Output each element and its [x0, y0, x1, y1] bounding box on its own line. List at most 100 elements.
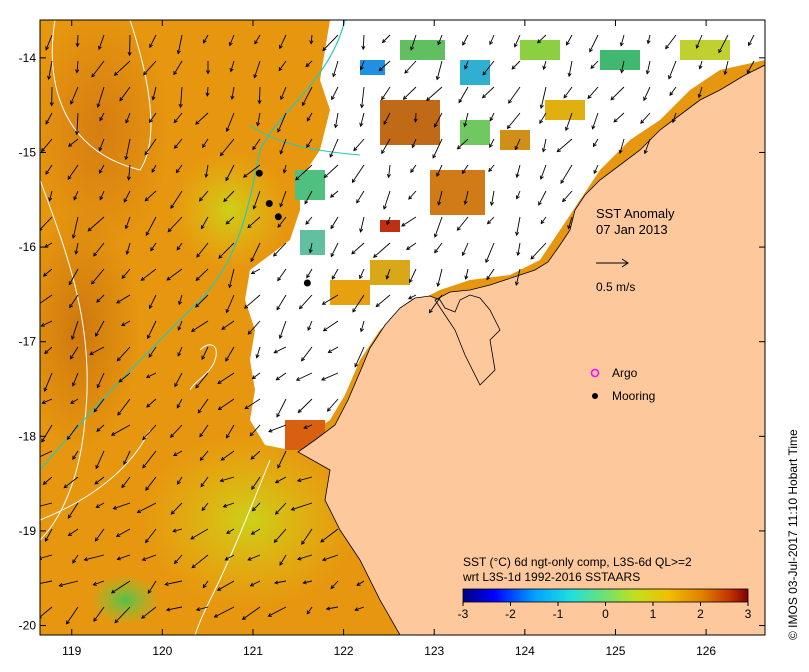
- current-vector: [563, 86, 573, 99]
- current-vector: [59, 580, 79, 587]
- current-vector: [322, 34, 339, 51]
- current-vector-head: [279, 203, 284, 208]
- current-vector: [457, 138, 469, 150]
- current-vector: [530, 242, 547, 260]
- current-vector: [43, 476, 53, 485]
- current-vector: [70, 398, 79, 404]
- current-vector-head: [41, 400, 46, 404]
- current-vector-head: [223, 197, 228, 203]
- current-vector-head: [401, 222, 406, 227]
- current-vector: [142, 424, 157, 440]
- current-vector-head: [351, 250, 356, 255]
- current-vector: [665, 34, 677, 49]
- current-vector-head: [307, 326, 312, 331]
- current-vector-head: [304, 200, 309, 205]
- current-vector-head: [331, 275, 336, 280]
- current-vector-head: [587, 94, 592, 99]
- current-vector-head: [96, 298, 101, 303]
- current-vector: [274, 580, 287, 584]
- current-vector-head: [113, 71, 119, 76]
- current-vector-head: [464, 65, 468, 70]
- current-vector: [275, 502, 287, 515]
- current-vector-head: [63, 484, 68, 489]
- current-vector: [84, 554, 105, 561]
- current-vector-head: [359, 122, 364, 128]
- current-vector: [277, 216, 287, 228]
- no-data-region: [245, 20, 765, 450]
- current-vector: [361, 86, 365, 108]
- current-vector: [99, 164, 105, 174]
- current-vector: [540, 86, 547, 109]
- current-vector: [458, 86, 469, 103]
- current-vector-head: [282, 169, 287, 174]
- current-vector-head: [435, 75, 440, 81]
- current-vector-head: [148, 353, 153, 358]
- current-vector: [322, 554, 339, 561]
- current-vector-head: [250, 530, 256, 535]
- current-vector-head: [173, 144, 178, 149]
- warm-anomaly-region: [40, 20, 170, 250]
- current-vector-head: [32, 506, 35, 509]
- mooring-marker: [265, 200, 273, 208]
- current-vector: [72, 216, 79, 239]
- current-vector: [538, 190, 547, 206]
- current-vector-head: [251, 485, 256, 490]
- current-vector: [41, 424, 53, 443]
- current-vector: [486, 268, 495, 280]
- current-vector: [98, 34, 105, 50]
- current-vector-head: [230, 95, 235, 101]
- latitude-tick-label: -17: [19, 335, 37, 349]
- current-vector: [406, 242, 417, 250]
- current-vector-head: [327, 349, 332, 353]
- current-vector-head: [202, 143, 206, 149]
- current-vector: [620, 34, 625, 46]
- current-vector: [225, 346, 235, 362]
- current-vector: [489, 34, 495, 45]
- current-vector: [69, 294, 79, 308]
- current-vector-head: [275, 376, 280, 381]
- current-vector: [429, 294, 443, 313]
- current-vector: [299, 294, 313, 310]
- current-vector-head: [202, 584, 207, 589]
- current-vector: [462, 242, 469, 256]
- current-vector-head: [746, 69, 751, 74]
- warm-anomaly-region: [40, 210, 140, 450]
- current-vector-head: [124, 224, 129, 230]
- current-vector: [97, 86, 105, 108]
- current-vector: [321, 372, 339, 381]
- current-vector-head: [456, 145, 462, 150]
- current-vector-head: [481, 94, 487, 99]
- current-vector: [167, 216, 183, 233]
- current-vector-head: [322, 327, 328, 332]
- current-vector-head: [488, 167, 493, 173]
- current-vector-head: [195, 607, 201, 612]
- current-vector-head: [697, 93, 702, 99]
- current-vector: [354, 606, 365, 611]
- current-vector: [93, 242, 105, 257]
- colorbar-caption-2: wrt L3S-1d 1992-2016 SSTAARS: [462, 570, 640, 584]
- current-vector: [196, 606, 209, 611]
- current-vector: [360, 320, 365, 332]
- current-vector-head: [170, 204, 175, 209]
- current-vector: [243, 164, 261, 178]
- current-vector-head: [110, 589, 116, 594]
- current-vector-head: [71, 234, 76, 239]
- current-vector-head: [176, 480, 181, 485]
- current-vector-head: [511, 65, 516, 70]
- current-vector: [149, 294, 157, 309]
- current-vector: [199, 424, 209, 437]
- current-vector: [142, 450, 157, 469]
- current-vector-head: [94, 480, 99, 485]
- current-vector-head: [74, 250, 79, 255]
- current-vector: [121, 268, 131, 279]
- current-vector-head: [508, 99, 512, 104]
- current-vector-head: [406, 246, 411, 250]
- current-vector-head: [121, 274, 126, 280]
- current-vector-head: [43, 387, 48, 392]
- current-vector-head: [273, 349, 278, 354]
- current-vector-head: [515, 195, 520, 200]
- colorbar-tick-label: 3: [745, 607, 752, 621]
- current-vector: [306, 268, 313, 278]
- current-vector: [172, 528, 183, 532]
- current-vector: [118, 372, 131, 383]
